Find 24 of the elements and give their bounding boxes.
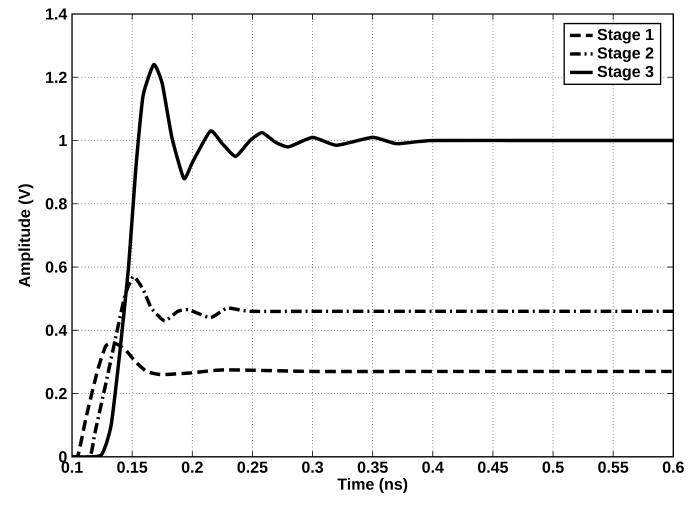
y-tick-label: 1 (59, 134, 67, 146)
x-tick-label: 0.6 (662, 461, 684, 473)
x-tick-label: 0.15 (117, 461, 148, 473)
x-tick-label: 0.55 (598, 461, 628, 473)
x-tick-label: 0.5 (542, 461, 564, 473)
y-tick-label: 0 (59, 451, 67, 462)
x-tick-label: 0.25 (237, 461, 268, 473)
legend-label: Stage 2 (598, 47, 654, 62)
y-tick-label: 0.2 (46, 388, 67, 400)
x-tick-label: 0.3 (302, 461, 324, 473)
y-tick-label: 1.2 (46, 72, 67, 83)
x-tick-label: 0.35 (358, 461, 388, 473)
y-tick-label: 0.6 (46, 261, 67, 273)
legend-label: Stage 3 (598, 66, 654, 80)
x-tick-label: 0.4 (422, 461, 444, 473)
y-tick-label: 0.4 (46, 324, 68, 336)
x-tick-label: 0.45 (478, 461, 508, 473)
y-tick-label: 1.4 (46, 8, 68, 20)
y-axis-title: Amplitude (V) (18, 184, 34, 287)
legend-label: Stage 1 (598, 28, 654, 44)
x-tick-label: 0.1 (62, 461, 83, 473)
y-tick-label: 0.8 (46, 198, 67, 210)
x-tick-label: 0.2 (182, 461, 203, 473)
x-axis-title: Time (ns) (337, 478, 408, 493)
